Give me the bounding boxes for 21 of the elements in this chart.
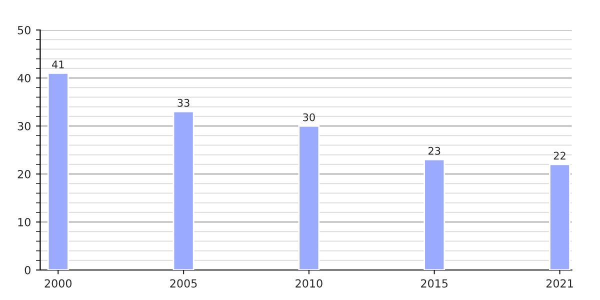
y-tick-label: 20 — [18, 170, 30, 178]
y-tick-label: 0 — [24, 266, 30, 274]
bar — [172, 110, 194, 270]
x-tick-label: 2021 — [546, 279, 573, 288]
data-label: 41 — [52, 60, 64, 68]
x-tick-label: 2010 — [296, 279, 322, 288]
x-tick-label: 2015 — [421, 279, 448, 288]
data-label: 33 — [178, 98, 190, 107]
data-label: 23 — [428, 146, 440, 155]
bar — [47, 72, 69, 270]
y-tick-label: 30 — [18, 122, 30, 130]
y-tick-label: 40 — [18, 74, 30, 82]
bar — [424, 158, 446, 270]
y-tick-label: 50 — [18, 26, 30, 34]
y-tick-label: 10 — [18, 218, 30, 226]
x-tick-label: 2000 — [44, 279, 72, 288]
bar — [298, 125, 320, 270]
data-label: 22 — [554, 152, 566, 160]
x-tick-label: 2005 — [170, 279, 197, 288]
data-label: 30 — [303, 113, 315, 122]
bar — [549, 164, 570, 270]
